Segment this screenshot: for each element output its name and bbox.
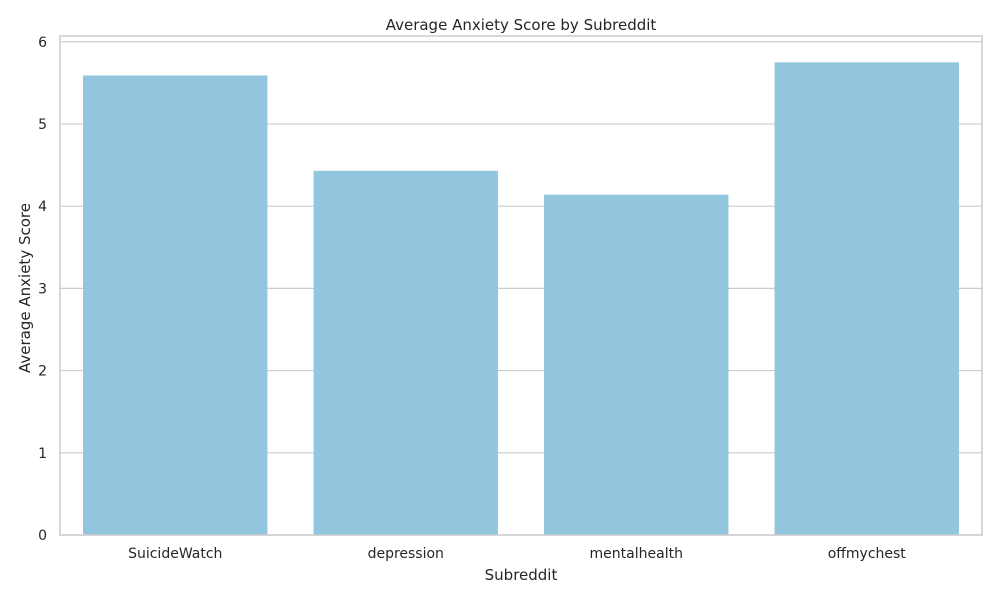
y-tick-labels: 0 1 2 3 4 5 6 bbox=[38, 35, 47, 544]
y-tick-label: 6 bbox=[38, 35, 47, 51]
bars bbox=[83, 62, 959, 535]
x-tick-label: mentalhealth bbox=[590, 546, 683, 562]
plot-frame bbox=[59, 35, 983, 536]
y-axis-title: Average Anxiety Score bbox=[16, 203, 34, 373]
bar-mentalhealth bbox=[544, 194, 729, 535]
y-tick-label: 4 bbox=[38, 199, 47, 215]
x-tick-labels: SuicideWatch depression mentalhealth offmyc… bbox=[128, 546, 906, 562]
x-tick-label: depression bbox=[368, 546, 444, 562]
y-tick-label: 1 bbox=[38, 446, 47, 462]
y-tick-label: 2 bbox=[38, 364, 47, 380]
x-axis-title: Subreddit bbox=[485, 566, 558, 584]
y-tick-label: 5 bbox=[38, 117, 47, 133]
y-tick-label: 0 bbox=[38, 528, 47, 544]
chart-title: Average Anxiety Score by Subreddit bbox=[386, 16, 657, 34]
x-tick-label: SuicideWatch bbox=[128, 546, 222, 562]
x-tick-label: offmychest bbox=[828, 546, 907, 562]
bar-suicidewatch bbox=[83, 75, 268, 535]
bar-offmychest bbox=[774, 62, 959, 535]
y-tick-label: 3 bbox=[38, 281, 47, 297]
bar-depression bbox=[313, 170, 498, 535]
